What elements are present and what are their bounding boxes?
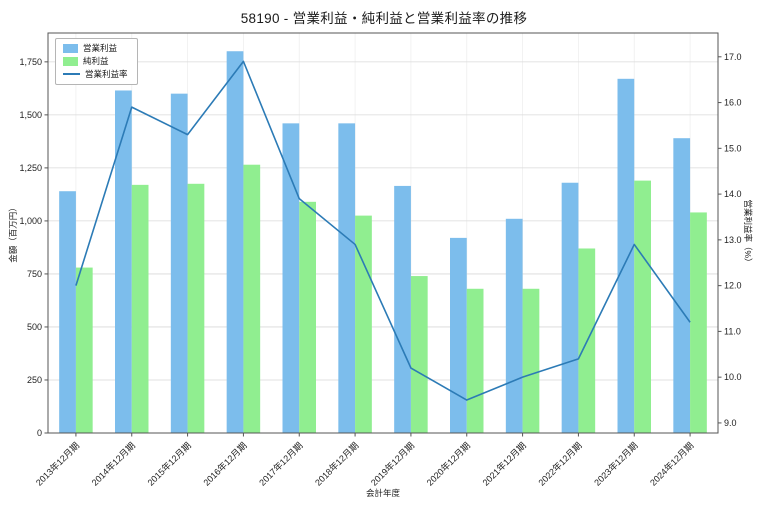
y-tick-label-left: 1,250 [19, 163, 42, 173]
bar-net-profit [355, 215, 372, 433]
y-tick-label-right: 10.0 [724, 372, 742, 382]
bar-operating-profit [282, 123, 300, 433]
operating-profit-swatch [63, 44, 78, 53]
bar-net-profit [466, 288, 484, 433]
x-axis-label: 会計年度 [365, 488, 401, 498]
net-profit-swatch [63, 57, 78, 66]
y-tick-label-right: 11.0 [724, 326, 741, 336]
bar-net-profit [522, 288, 540, 433]
bar-operating-profit [115, 90, 132, 434]
chart-title: 58190 - 営業利益・純利益と営業利益率の推移 [240, 11, 528, 26]
y-axis-label-right: 営業利益率（%） [743, 199, 753, 267]
legend-label-operating-profit: 営業利益 [83, 43, 118, 54]
legend-item-operating-margin: 営業利益率 [63, 70, 128, 79]
operating-margin-line-swatch [63, 73, 80, 76]
x-tick-label: 2020年12月期 [424, 440, 472, 488]
legend-label-net-profit: 純利益 [83, 56, 109, 67]
bar-operating-profit [394, 185, 411, 433]
y-tick-label-right: 13.0 [724, 235, 742, 245]
y-tick-label-left: 500 [27, 322, 42, 332]
legend-item-operating-profit: 営業利益 [63, 44, 128, 53]
bar-operating-profit [617, 78, 635, 433]
legend-item-net-profit: 純利益 [63, 57, 128, 66]
y-axis-label-left: 金額（百万円） [8, 203, 18, 263]
x-tick-label: 2013年12月期 [33, 440, 81, 488]
x-tick-label: 2015年12月期 [145, 440, 193, 488]
bar-operating-profit [338, 123, 356, 433]
x-tick-label: 2024年12月期 [647, 440, 695, 488]
y-tick-label-right: 14.0 [724, 189, 742, 199]
x-tick-label: 2014年12月期 [89, 440, 137, 488]
x-tick-label: 2016年12月期 [201, 440, 249, 488]
bar-operating-profit [505, 218, 523, 433]
y-tick-label-right: 17.0 [724, 52, 742, 62]
x-tick-label: 2022年12月期 [536, 440, 584, 488]
y-tick-label-left: 1,500 [19, 110, 42, 120]
legend-label-operating-margin: 営業利益率 [85, 69, 128, 79]
x-tick-label: 2017年12月期 [257, 440, 305, 488]
y-tick-label-right: 16.0 [724, 98, 742, 108]
y-tick-label-right: 9.0 [724, 418, 737, 428]
bar-net-profit [75, 267, 93, 433]
x-tick-label: 2019年12月期 [368, 440, 416, 488]
bar-net-profit [634, 180, 651, 433]
y-tick-label-left: 750 [27, 269, 42, 279]
y-tick-label-left: 250 [27, 375, 42, 385]
bar-operating-profit [450, 237, 467, 433]
bar-net-profit [131, 184, 149, 433]
y-tick-label-left: 1,750 [19, 57, 42, 67]
bar-net-profit [690, 212, 707, 433]
bar-net-profit [243, 164, 261, 433]
bar-operating-profit [226, 51, 244, 434]
plot-background [48, 33, 718, 433]
x-tick-label: 2023年12月期 [592, 440, 640, 488]
y-tick-label-right: 12.0 [724, 281, 742, 291]
bar-operating-profit [673, 138, 691, 434]
bar-operating-profit [170, 93, 188, 434]
plot-border [47, 32, 719, 434]
legend: 営業利益 純利益 営業利益率 [55, 38, 138, 85]
x-tick-label: 2021年12月期 [480, 440, 528, 488]
bar-operating-profit [59, 191, 76, 433]
y-tick-label-left: 0 [37, 428, 42, 438]
x-tick-label: 2018年12月期 [312, 440, 360, 488]
bar-net-profit [187, 183, 205, 433]
bar-net-profit [410, 276, 428, 433]
y-tick-label-left: 1,000 [19, 216, 42, 226]
line-operating-margin [75, 60, 691, 401]
bar-net-profit [299, 201, 316, 433]
y-tick-label-right: 15.0 [724, 143, 742, 153]
bar-operating-profit [561, 182, 579, 433]
